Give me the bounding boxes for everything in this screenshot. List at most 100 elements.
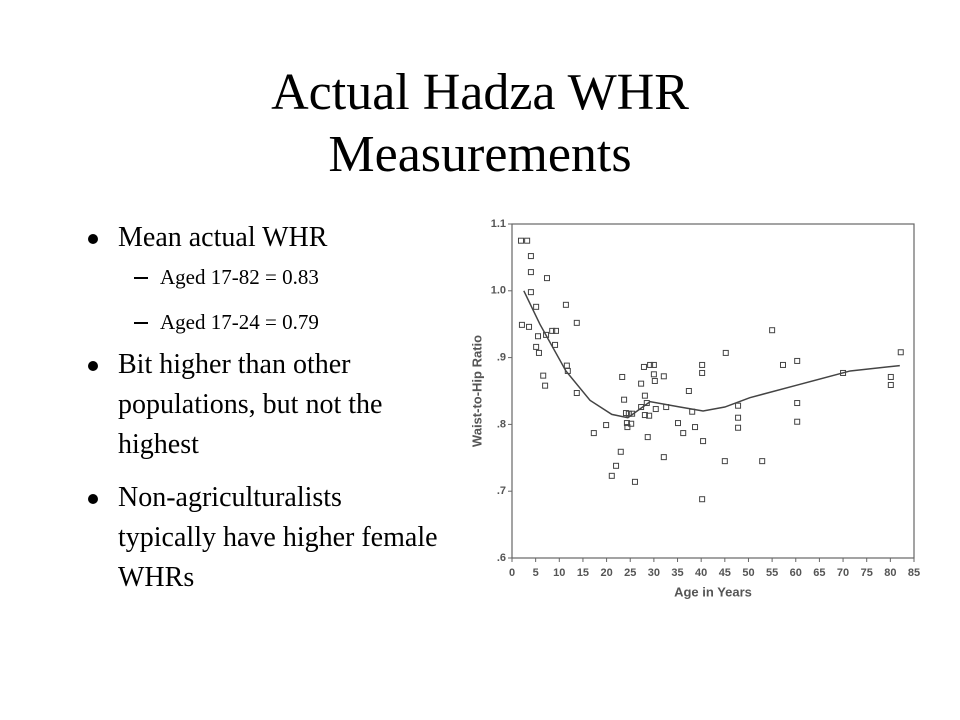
point [631,478,638,485]
x-tick-label: 45 [719,567,731,579]
point [647,361,654,368]
point [573,319,580,326]
point [638,380,645,387]
point [794,418,801,425]
point [897,349,904,356]
point [660,454,667,461]
point [552,327,559,334]
point [619,373,626,380]
y-tick-label: .8 [497,418,506,430]
x-tick-label: 70 [837,567,849,579]
point [779,361,786,368]
point [527,289,534,296]
point [650,361,657,368]
sub-bullet: Aged 17-24 = 0.79 [134,307,319,337]
point [650,371,657,378]
point [640,363,647,370]
y-tick-label: .9 [497,352,506,364]
point [623,420,630,427]
point [562,301,569,308]
point [535,349,542,356]
point [735,424,742,431]
point [603,422,610,429]
x-tick-label: 15 [577,567,589,579]
x-tick-label: 60 [790,567,802,579]
point [543,275,550,282]
point [613,462,620,469]
point [624,424,631,431]
point [735,414,742,421]
point [722,349,729,356]
point [527,269,534,276]
point [675,420,682,427]
x-tick-label: 55 [766,567,778,579]
y-tick-label: .6 [497,552,506,564]
point [652,406,659,413]
point [794,400,801,407]
point [543,331,550,338]
point [699,496,706,503]
point [552,341,559,348]
plot-frame [511,223,915,559]
point [524,237,531,244]
point [646,412,653,419]
point [759,458,766,465]
x-tick-label: 80 [884,567,896,579]
point [641,412,648,419]
y-tick-label: 1.1 [491,218,506,230]
point [608,472,615,479]
point [628,420,635,427]
point [535,333,542,340]
point [685,388,692,394]
point [540,372,547,379]
point [518,321,525,328]
x-tick-label: 75 [861,567,873,579]
point [527,253,534,260]
point [542,382,549,389]
point [617,448,624,455]
bullet: Mean actual WHR [88,218,438,258]
point [651,377,658,384]
point [887,373,894,380]
x-tick-label: 85 [908,567,920,579]
point [573,390,580,397]
point [699,369,706,376]
sub-bullet: Aged 17-82 = 0.83 [134,262,319,292]
y-axis-title: Waist-to-Hip Ratio [469,335,484,447]
point [794,357,801,364]
x-axis-title: Age in Years [674,584,752,599]
point [721,458,728,465]
point [660,373,667,380]
slide-title: Actual Hadza WHR Measurements [271,64,689,183]
point [563,362,570,369]
point [526,323,533,330]
point [692,424,699,431]
x-tick-label: 0 [509,567,515,579]
x-tick-label: 65 [813,567,825,579]
x-tick-label: 20 [600,567,612,579]
y-tick-label: 1.0 [491,285,506,297]
x-tick-label: 5 [533,567,539,579]
point [700,438,707,445]
point [621,396,628,403]
point [517,237,524,244]
x-tick-label: 35 [671,567,683,579]
point [533,303,540,310]
x-tick-label: 40 [695,567,707,579]
y-tick-label: .7 [497,485,506,497]
point [680,430,687,437]
x-tick-label: 30 [648,567,660,579]
point [887,381,894,388]
trend-line [523,290,900,419]
point [641,392,648,399]
point [533,343,540,350]
point [769,327,776,334]
point [644,434,651,441]
point [735,402,742,409]
x-tick-label: 10 [553,567,565,579]
bullet: Non-agriculturalists typically have high… [88,478,438,598]
point [549,327,556,334]
point [699,361,706,368]
